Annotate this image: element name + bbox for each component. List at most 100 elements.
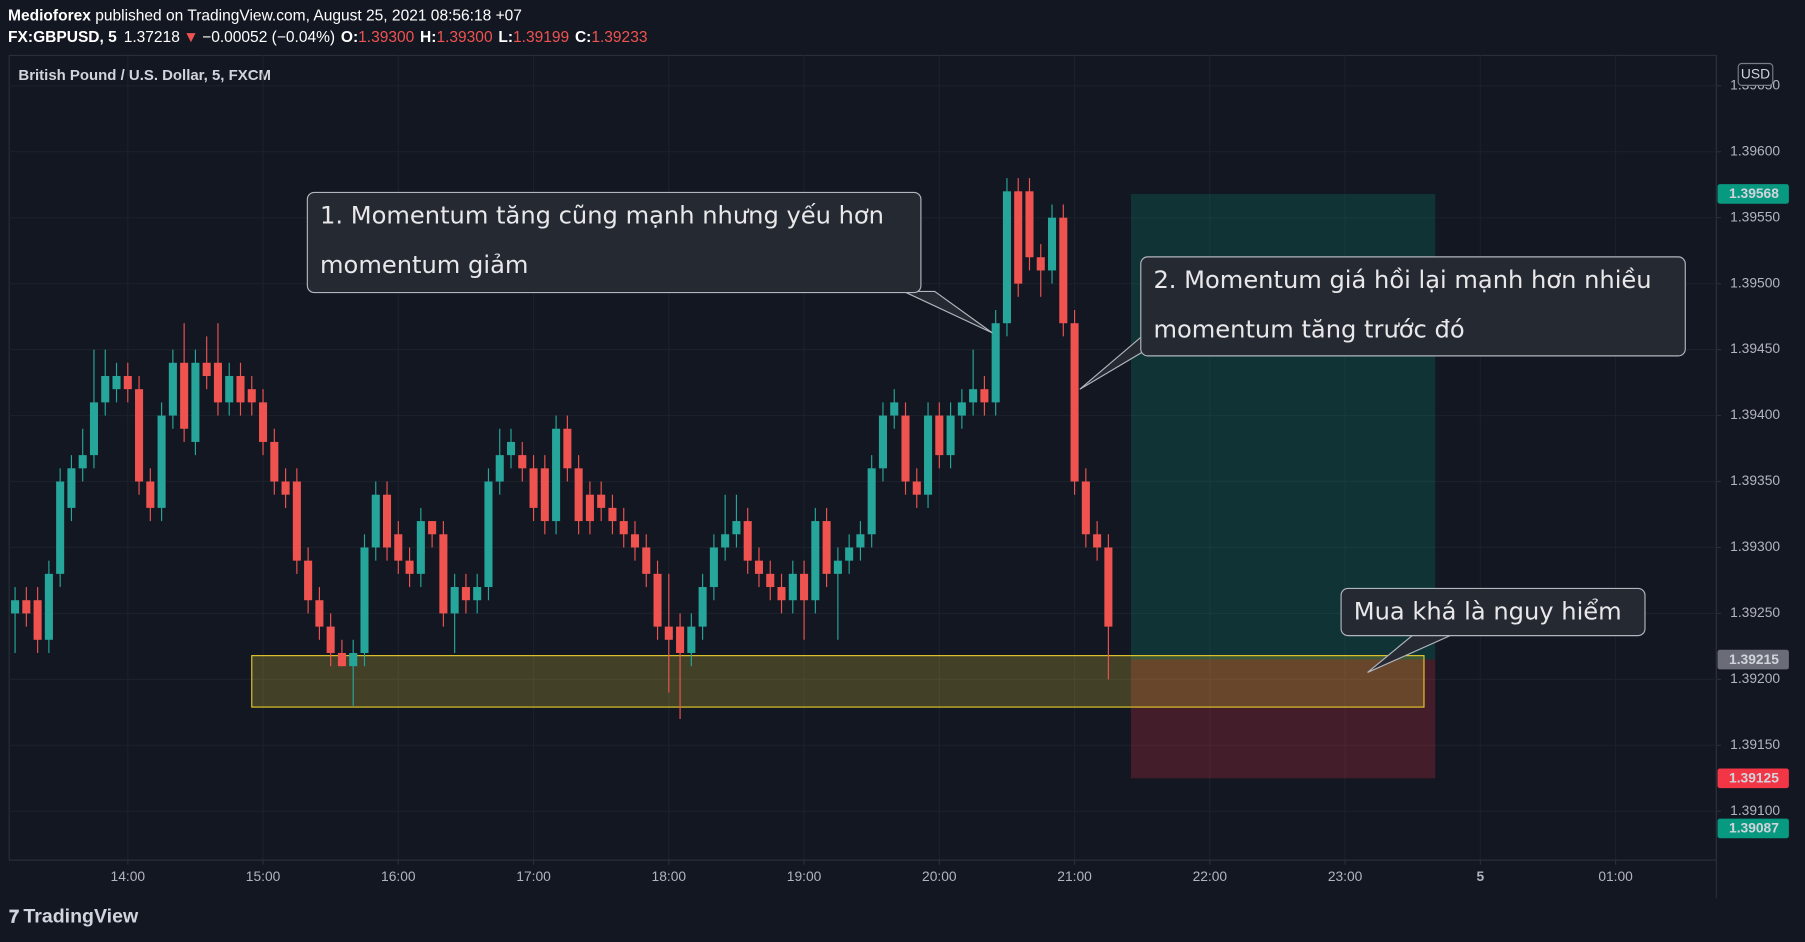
ohlc-key: O: [341, 29, 358, 46]
x-tick-label: 01:00 [1598, 868, 1633, 884]
x-tick-label: 21:00 [1057, 868, 1092, 884]
published: published on TradingView.com, August 25,… [91, 7, 522, 24]
candle-body [822, 521, 831, 574]
candle-body [845, 547, 854, 561]
change: −0.00052 (−0.04%) [202, 29, 335, 46]
candle-body [213, 362, 222, 403]
x-tick-label: 22:00 [1193, 868, 1228, 884]
candle-body [619, 521, 628, 535]
symbol-line: FX:GBPUSD, 5 1.37218 ▼ −0.00052 (−0.04%) O:1… [8, 29, 647, 46]
candle-body [157, 415, 166, 508]
candle-body [811, 521, 820, 601]
x-tick-label: 15:00 [246, 868, 281, 884]
candle-body [1002, 191, 1011, 324]
candle-body [1081, 481, 1090, 535]
y-tick-label: 1.39450 [1730, 340, 1780, 356]
candle-body [270, 441, 279, 482]
candle-body [709, 547, 718, 588]
candle-body [1048, 217, 1057, 271]
brand-name: TradingView [23, 906, 139, 928]
x-tick-label: 17:00 [516, 868, 551, 884]
candle-body [180, 362, 189, 429]
candle-body [901, 415, 910, 482]
candle-body [33, 600, 42, 640]
candle-body [608, 507, 617, 522]
candle-body [236, 375, 245, 403]
chart-title: British Pound / U.S. Dollar, 5, FXCM [18, 67, 271, 84]
candle-body [337, 652, 346, 667]
candle-body [461, 587, 470, 601]
price-label-bg [1717, 649, 1789, 670]
candle-body [371, 494, 380, 548]
callout-pointer [903, 290, 993, 334]
candle-body [281, 481, 290, 495]
candle-body [585, 494, 594, 522]
candle-body [473, 587, 482, 601]
candle-body [1036, 257, 1045, 271]
candle-body [11, 600, 20, 614]
candle-body [878, 415, 887, 469]
y-tick-label: 1.39150 [1730, 736, 1780, 752]
candle-body [506, 441, 516, 456]
candle-body [518, 455, 527, 469]
candle-body [135, 389, 144, 482]
candle-body [1070, 323, 1079, 482]
price-label: 1.39568 [1729, 185, 1779, 201]
callout-text: momentum tăng trước đó [1153, 316, 1464, 344]
candle-body [800, 573, 809, 601]
candle-body [123, 375, 132, 390]
price-label-bg [1717, 768, 1789, 789]
candle-body [1025, 191, 1034, 258]
candle-body [574, 468, 583, 522]
candle-body [78, 455, 87, 469]
candle-body [202, 362, 211, 376]
candle-body [754, 560, 764, 574]
ohlc-value: 1.39233 [591, 29, 647, 46]
candle-body [101, 375, 110, 403]
candle-body [732, 521, 741, 535]
candle-body [969, 389, 978, 403]
plot: 1.39100 1.39150 1.39200 1.39250 1.39300 1.393… [9, 55, 1789, 884]
author: Medioforex [8, 7, 91, 24]
candle-body [563, 428, 572, 469]
candle-body [597, 494, 606, 508]
x-tick-label: 23:00 [1328, 868, 1363, 884]
y-tick-label: 1.39500 [1730, 274, 1780, 290]
y-tick-label: 1.39400 [1730, 406, 1780, 422]
candle-body [766, 573, 775, 588]
candle-body [405, 560, 414, 574]
candle-body [743, 521, 752, 561]
x-tick-label: 5 [1476, 868, 1484, 884]
callout-text: 2. Momentum giá hồi lại mạnh hơn nhiều [1153, 266, 1651, 294]
candle-body [529, 468, 538, 508]
candle-body [349, 652, 358, 667]
price-label-bg [1717, 818, 1789, 839]
candle-body [980, 389, 989, 403]
support-zone [251, 655, 1425, 708]
stop-zone [1130, 659, 1436, 779]
candle-body [642, 547, 651, 574]
candle-body [653, 573, 662, 627]
candle-body [788, 573, 797, 601]
candle-body [1093, 534, 1102, 548]
price-label: 1.39087 [1729, 820, 1779, 836]
x-tick-label: 19:00 [787, 868, 822, 884]
candle-body [676, 626, 685, 653]
currency-box [1737, 62, 1774, 86]
y-tick-label: 1.39300 [1730, 538, 1780, 554]
brand: 𝟕 TradingView [9, 906, 139, 928]
candle-body [146, 481, 155, 508]
symbol: FX:GBPUSD, 5 [8, 29, 117, 46]
y-tick-label: 1.39350 [1730, 472, 1780, 488]
candle-body [777, 587, 786, 601]
callout-box [1140, 256, 1686, 357]
candle-body [44, 573, 53, 640]
y-tick-label: 1.39100 [1730, 802, 1780, 818]
candle-body [428, 521, 437, 535]
candle-body [924, 415, 933, 495]
candle-body [484, 481, 493, 588]
candle-body [315, 600, 324, 627]
candle-body [495, 455, 504, 482]
x-tick-label: 14:00 [111, 868, 146, 884]
header-line: Medioforex published on TradingView.com,… [8, 7, 522, 24]
